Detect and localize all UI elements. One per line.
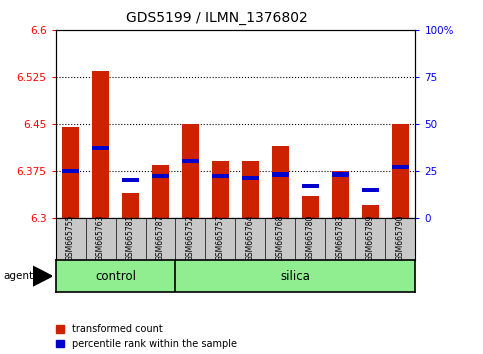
Text: GDS5199 / ILMN_1376802: GDS5199 / ILMN_1376802 <box>127 11 308 25</box>
Text: GSM665780: GSM665780 <box>306 215 315 261</box>
Bar <box>392 124 409 218</box>
Bar <box>62 169 79 173</box>
Polygon shape <box>33 266 52 286</box>
Bar <box>362 205 379 218</box>
Bar <box>362 188 379 192</box>
Text: control: control <box>95 270 136 282</box>
Bar <box>152 165 169 218</box>
Bar <box>182 159 199 164</box>
Text: agent: agent <box>4 271 34 281</box>
Bar <box>332 172 349 177</box>
Bar <box>272 146 289 218</box>
Legend: transformed count, percentile rank within the sample: transformed count, percentile rank withi… <box>56 324 237 349</box>
Text: GSM665768: GSM665768 <box>276 215 285 261</box>
Text: GSM665789: GSM665789 <box>366 215 375 261</box>
Text: GSM665781: GSM665781 <box>126 215 135 261</box>
Text: GSM665783: GSM665783 <box>336 215 345 261</box>
Bar <box>272 172 289 177</box>
Bar <box>92 71 109 218</box>
Bar <box>302 196 319 218</box>
Text: GSM665763: GSM665763 <box>96 215 105 261</box>
Bar <box>332 171 349 218</box>
Bar <box>92 146 109 150</box>
Bar <box>182 124 199 218</box>
Bar <box>242 176 259 181</box>
Bar <box>122 178 139 182</box>
Bar <box>62 127 79 218</box>
Text: GSM665755: GSM665755 <box>66 215 75 261</box>
Bar <box>122 193 139 218</box>
Text: GSM665787: GSM665787 <box>156 215 165 261</box>
Bar <box>152 175 169 178</box>
Bar <box>242 161 259 218</box>
Text: GSM665790: GSM665790 <box>396 215 405 261</box>
Bar <box>212 175 229 178</box>
Text: GSM665752: GSM665752 <box>186 215 195 261</box>
Bar <box>212 161 229 218</box>
Bar <box>392 165 409 169</box>
Text: GSM665764: GSM665764 <box>246 215 255 261</box>
Text: silica: silica <box>281 270 311 282</box>
Bar <box>302 184 319 188</box>
Text: GSM665757: GSM665757 <box>216 215 225 261</box>
